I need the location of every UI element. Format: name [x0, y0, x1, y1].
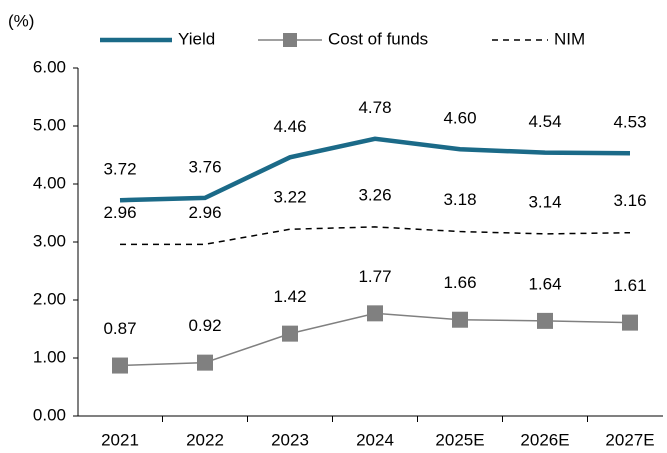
- point-marker: [452, 311, 468, 328]
- data-label: 4.54: [528, 112, 561, 131]
- x-tick-label: 2021: [101, 430, 139, 449]
- legend-marker: [283, 33, 297, 47]
- data-label: 1.66: [443, 273, 476, 292]
- data-label: 1.61: [613, 276, 646, 295]
- x-tick-label: 2027E: [605, 430, 654, 449]
- point-marker: [622, 314, 638, 331]
- point-marker: [112, 357, 128, 374]
- data-label: 4.60: [443, 109, 476, 128]
- y-axis-label: (%): [8, 11, 34, 30]
- x-tick-label: 2026E: [520, 430, 569, 449]
- data-label: 3.76: [188, 157, 221, 176]
- data-label: 4.46: [273, 117, 306, 136]
- series-line: [119, 136, 631, 203]
- y-tick-label: 4.00: [33, 173, 66, 192]
- data-label: 3.72: [103, 160, 136, 179]
- data-label: 1.64: [528, 274, 561, 293]
- point-marker: [282, 325, 298, 342]
- y-tick-label: 3.00: [33, 231, 66, 250]
- point-marker: [197, 354, 213, 371]
- point-marker: [537, 312, 553, 329]
- data-label: 0.87: [103, 319, 136, 338]
- x-tick-label: 2023: [271, 430, 309, 449]
- x-tick-label: 2022: [186, 430, 224, 449]
- y-tick-label: 1.00: [33, 347, 66, 366]
- data-label: 0.92: [188, 316, 221, 335]
- data-label: 4.78: [358, 98, 391, 117]
- data-label: 1.77: [358, 267, 391, 286]
- data-label: 2.96: [103, 203, 136, 222]
- data-label: 3.16: [613, 191, 646, 210]
- data-label: 3.14: [528, 192, 561, 211]
- y-tick-label: 5.00: [33, 115, 66, 134]
- data-label: 4.53: [613, 113, 646, 132]
- y-tick-label: 6.00: [33, 57, 66, 76]
- legend-label: Cost of funds: [328, 29, 428, 48]
- data-label: 2.96: [188, 203, 221, 222]
- legend-label: Yield: [178, 29, 215, 48]
- x-tick-label: 2024: [356, 430, 394, 449]
- point-marker: [367, 305, 383, 322]
- data-label: 3.22: [273, 188, 306, 207]
- data-label: 1.42: [273, 287, 306, 306]
- y-tick-label: 0.00: [33, 405, 66, 424]
- legend-label: NIM: [554, 29, 585, 48]
- series-line: [120, 226, 631, 246]
- data-label: 3.26: [358, 185, 391, 204]
- y-tick-label: 2.00: [33, 289, 66, 308]
- data-label: 3.18: [443, 190, 476, 209]
- x-tick-label: 2025E: [435, 430, 484, 449]
